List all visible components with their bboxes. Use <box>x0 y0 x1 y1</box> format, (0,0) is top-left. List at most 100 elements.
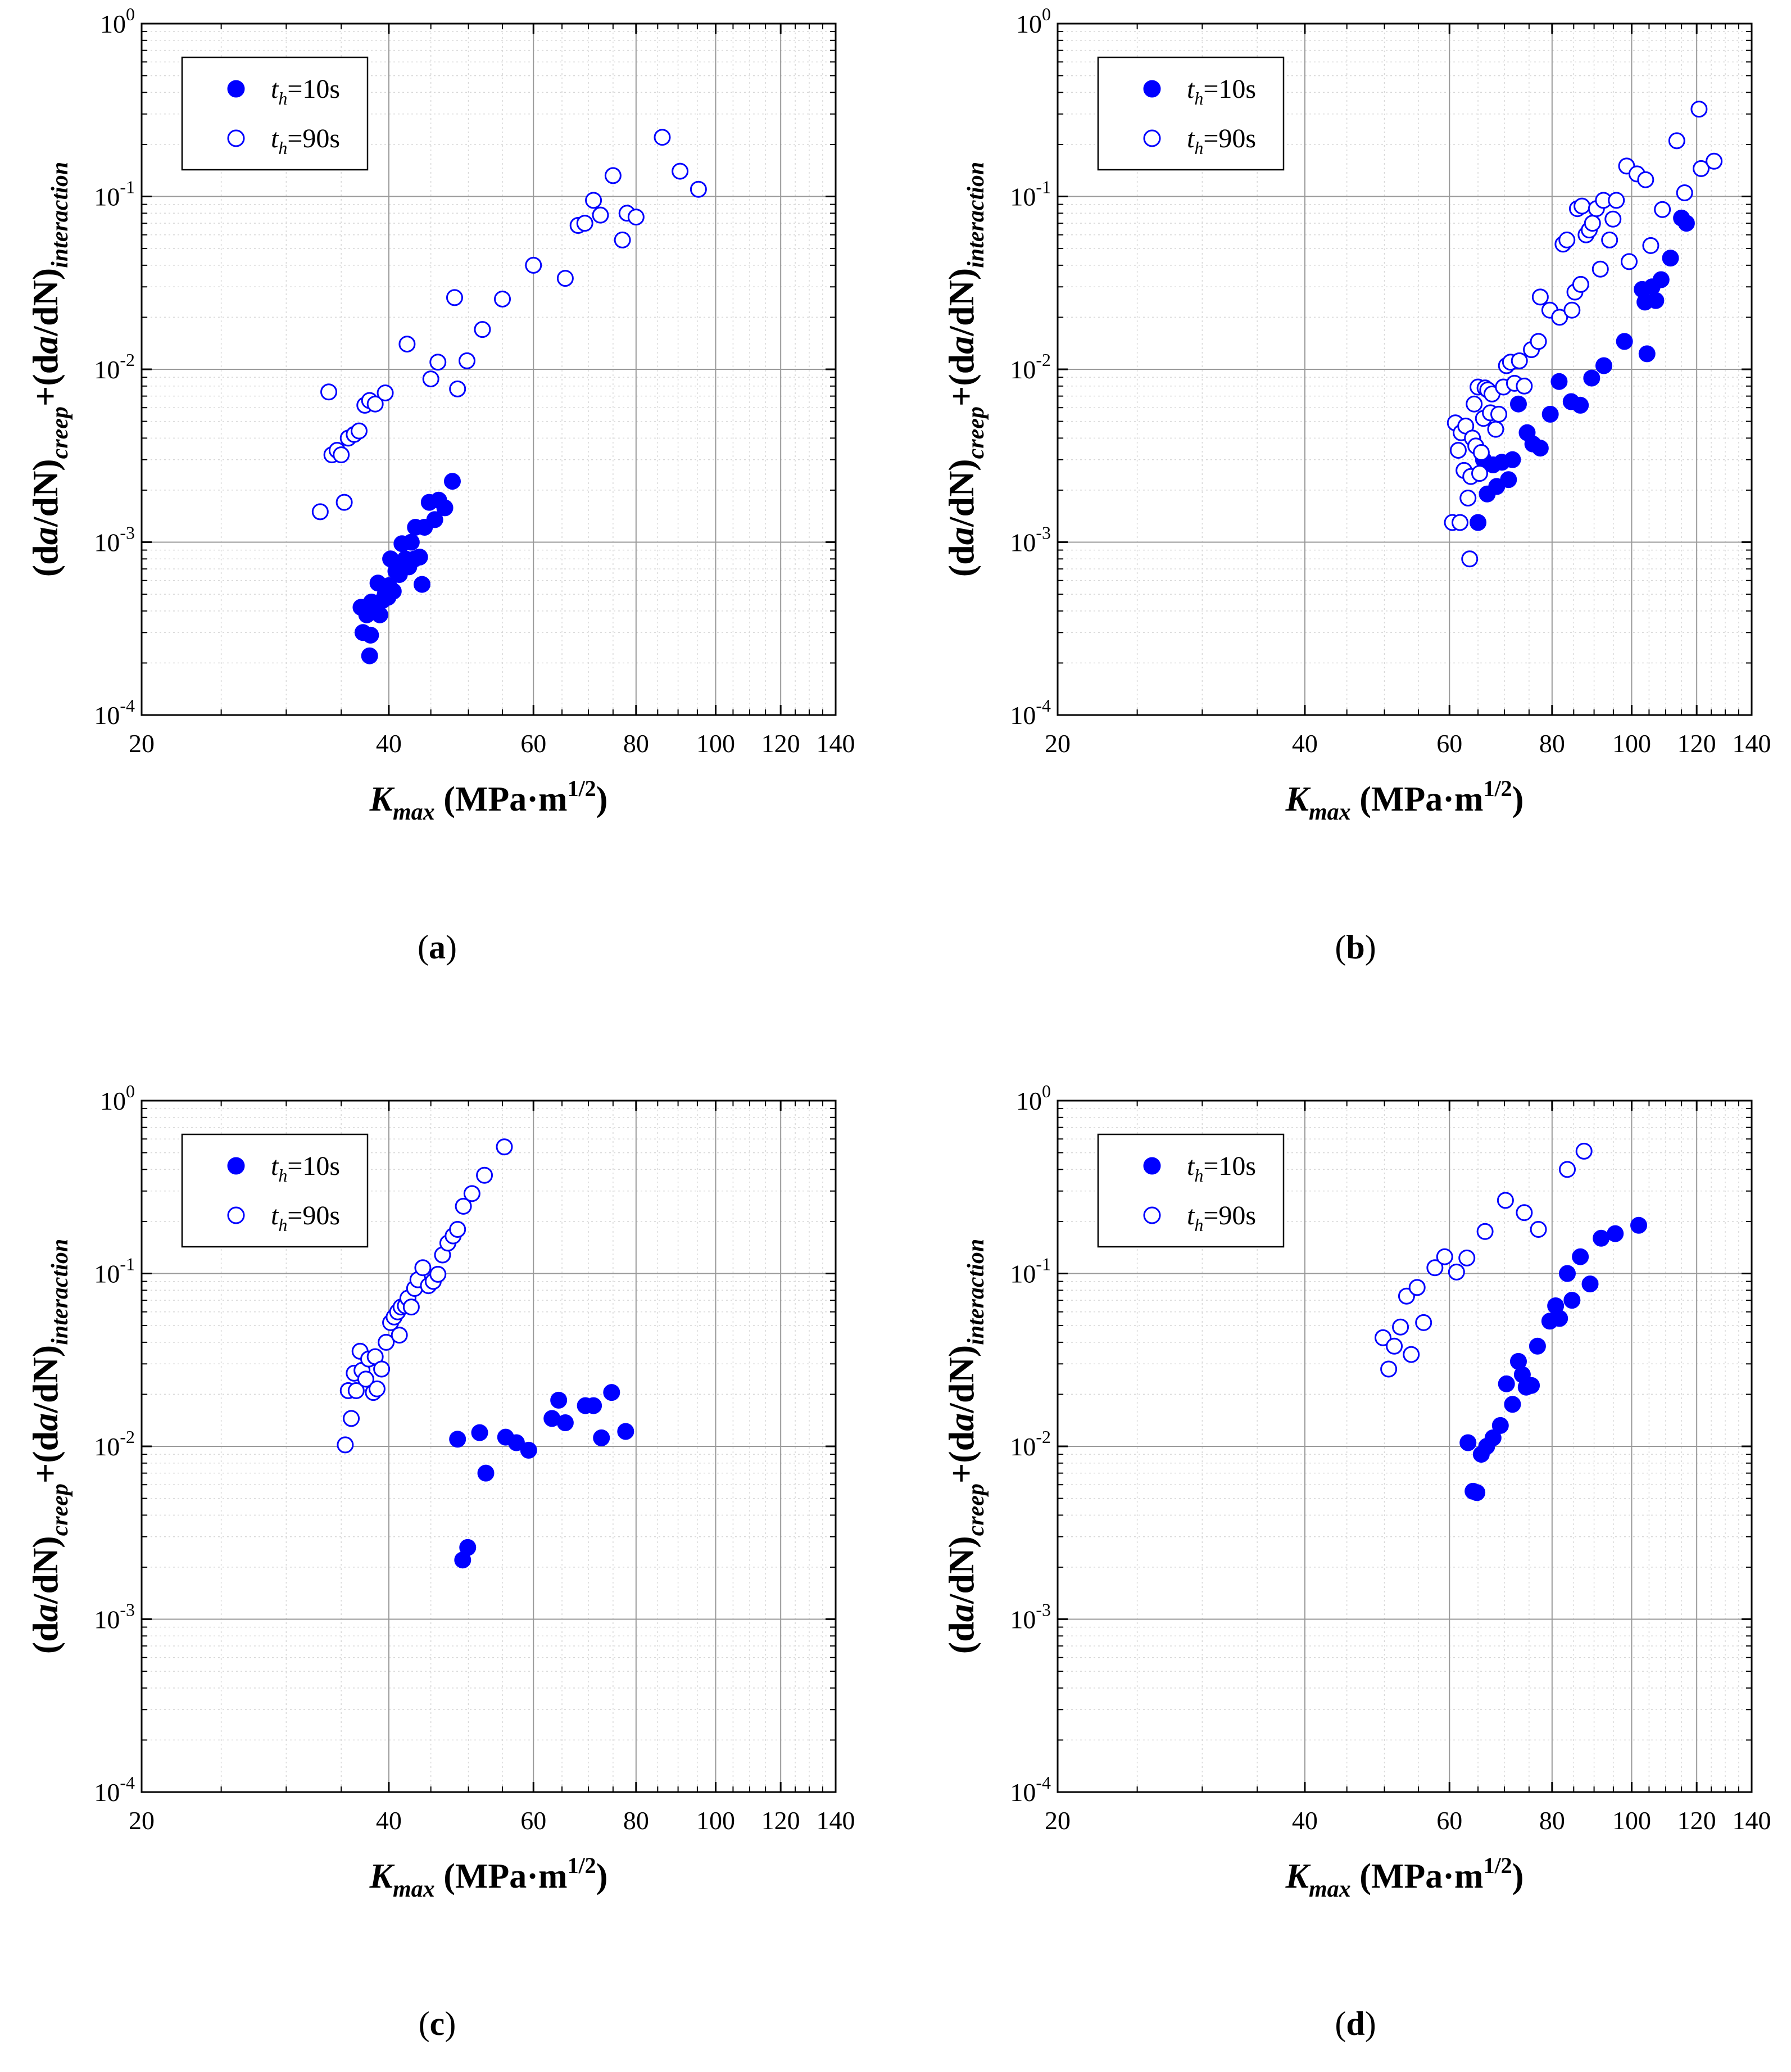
data-point <box>1541 405 1559 423</box>
data-point <box>1592 260 1609 278</box>
data-point <box>1572 396 1589 414</box>
legend-value: =90s <box>287 124 340 153</box>
legend-h: h <box>278 88 287 108</box>
data-point <box>1449 442 1467 459</box>
data-point <box>1380 1360 1398 1378</box>
plot-frame <box>1057 22 1753 716</box>
x-title-exp: 1/2 <box>568 1853 596 1878</box>
data-point <box>429 1265 447 1283</box>
legend-h: h <box>1194 1215 1203 1235</box>
data-point <box>1511 352 1528 369</box>
legend-t: t <box>271 1151 279 1181</box>
data-point <box>1638 345 1656 363</box>
y-title-p2: /dN) <box>941 459 981 527</box>
legend-t: t <box>271 1201 279 1230</box>
y-tick-base: 10 <box>94 1260 120 1288</box>
x-tick-label: 40 <box>376 1806 402 1835</box>
y-title-a2: a <box>941 1413 981 1431</box>
y-tick-base: 10 <box>1010 528 1036 557</box>
plot-frame <box>1057 1100 1753 1793</box>
data-point <box>343 1410 360 1427</box>
data-point <box>1593 1229 1610 1247</box>
data-point <box>1484 1429 1502 1446</box>
x-axis-title: Kmax (MPa·m1/2) <box>369 1853 608 1902</box>
data-point <box>449 1221 466 1238</box>
legend-marker-open <box>227 1206 245 1224</box>
y-tick-label: 10-4 <box>94 695 135 730</box>
y-title-interaction: interaction <box>47 1239 73 1345</box>
x-title-close: ) <box>1512 1857 1524 1895</box>
y-title-creep: creep <box>963 406 989 459</box>
y-title-a2: a <box>25 336 65 354</box>
data-point <box>592 206 609 224</box>
legend-box <box>181 56 369 171</box>
data-point <box>1426 1259 1444 1277</box>
data-point <box>1459 490 1477 507</box>
y-title-a1: a <box>25 527 65 545</box>
y-title-p1: (d <box>941 545 981 577</box>
panel-label-open: ( <box>1335 929 1346 966</box>
x-title-sub: max <box>1309 1876 1351 1902</box>
data-point <box>357 1370 374 1388</box>
panel-label-letter: a <box>429 929 446 966</box>
y-title-p2: /dN) <box>25 459 65 527</box>
data-point <box>1471 465 1488 482</box>
y-tick-exponent: -2 <box>1036 350 1051 370</box>
y-title-p3: +(d <box>941 1431 981 1483</box>
data-point <box>654 129 671 146</box>
y-title-creep: creep <box>47 1483 73 1536</box>
y-tick-base: 10 <box>100 1087 126 1115</box>
data-point <box>1530 333 1547 350</box>
y-tick-exponent: 0 <box>1042 4 1051 24</box>
y-tick-label: 100 <box>1016 1081 1051 1115</box>
y-title-p4: /dN) <box>25 268 65 337</box>
panel-b: 20 40 60 80 100 120 14010-410-310-210-1100Kmax… <box>941 4 1771 966</box>
data-point <box>1551 309 1568 326</box>
data-point <box>463 1185 480 1202</box>
legend-value: =10s <box>287 1151 340 1181</box>
y-tick-label: 10-4 <box>1010 1772 1051 1807</box>
data-point <box>377 384 394 402</box>
data-point <box>603 1384 620 1401</box>
x-title-units: (MPa·m <box>435 1857 568 1895</box>
series-th-90s <box>311 129 707 521</box>
x-tick-label: 60 <box>520 729 546 758</box>
series-th-10s <box>1459 1216 1648 1501</box>
data-point <box>627 209 645 226</box>
legend-marker-filled <box>227 80 245 98</box>
y-tick-exponent: -4 <box>1036 1772 1051 1793</box>
series-th-90s <box>337 1138 513 1454</box>
legend-value: =10s <box>1203 74 1256 104</box>
data-point <box>1448 1263 1465 1281</box>
data-point <box>1491 1417 1509 1434</box>
data-point <box>402 1299 420 1316</box>
data-point <box>350 422 368 440</box>
data-point <box>1690 101 1708 118</box>
panel-label-open: ( <box>1335 2005 1346 2042</box>
data-point <box>1531 288 1549 306</box>
x-tick-label: 80 <box>623 1806 649 1835</box>
panel-label: (c) <box>419 2005 456 2042</box>
panel-d: 20 40 60 80 100 120 14010-410-310-210-1100Kmax… <box>941 1081 1771 2042</box>
legend-box <box>1097 1133 1285 1248</box>
data-point <box>496 1138 513 1156</box>
y-tick-label: 10-2 <box>1010 1427 1051 1461</box>
data-point <box>1374 1329 1391 1346</box>
data-point <box>1466 395 1483 413</box>
y-tick-label: 10-2 <box>94 350 135 384</box>
panel-label: (d) <box>1335 2005 1376 2042</box>
y-title-a1: a <box>941 527 981 545</box>
data-point <box>1677 215 1695 232</box>
y-tick-exponent: -3 <box>120 523 135 543</box>
y-tick-base: 10 <box>1016 10 1042 38</box>
data-point <box>429 354 447 371</box>
data-point <box>1408 1279 1426 1296</box>
data-point <box>1642 237 1659 254</box>
x-title-sub: max <box>1309 799 1351 825</box>
x-title-k: K <box>1285 780 1311 818</box>
panel-label: (a) <box>418 929 457 966</box>
data-point <box>507 1434 525 1451</box>
x-tick-label: 100 <box>696 1806 735 1835</box>
